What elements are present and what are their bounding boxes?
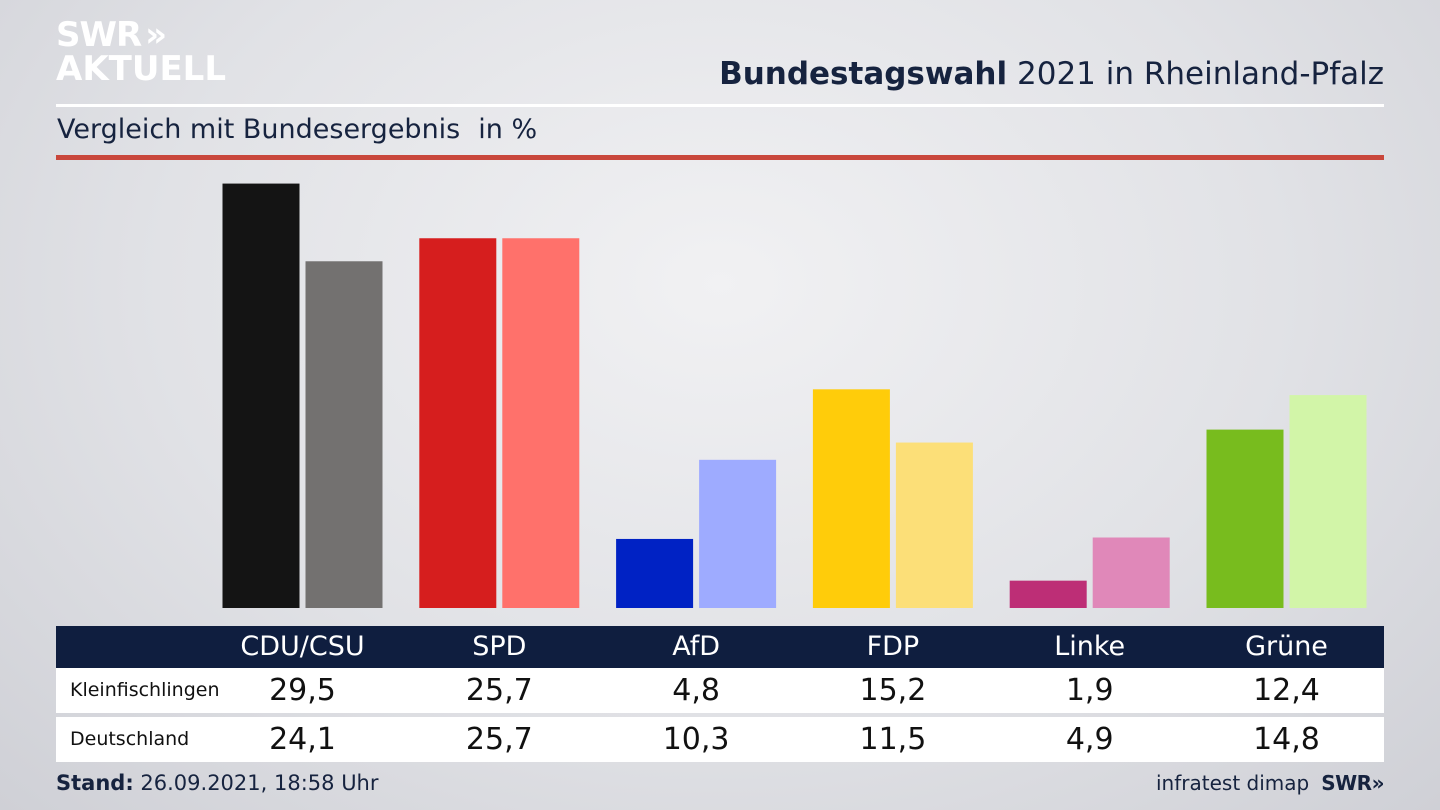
chart-subtitle: Vergleich mit Bundesergebnis in % <box>57 114 537 145</box>
bar-linke-kleinfischlingen <box>1009 580 1087 608</box>
stand-value: 26.09.2021, 18:58 Uhr <box>140 771 379 795</box>
title-bold: Bundestagswahl <box>719 56 1008 92</box>
table-row-kleinfischlingen: Kleinfischlingen 29,5 25,7 4,8 15,2 1,9 12,4 <box>56 668 1384 713</box>
bar-cdu-csu-deutschland <box>305 261 383 608</box>
bar-fdp-kleinfischlingen <box>812 389 890 608</box>
bar-linke-deutschland <box>1092 537 1170 608</box>
party-label: CDU/CSU <box>240 631 365 662</box>
bar-afd-deutschland <box>699 459 777 608</box>
row-label: Kleinfischlingen <box>70 679 220 701</box>
bar-gr-ne-kleinfischlingen <box>1206 429 1284 608</box>
value-cell: 4,8 <box>672 673 720 708</box>
value-cell: 25,7 <box>465 722 533 757</box>
value-cell: 25,7 <box>465 673 533 708</box>
bar-gr-ne-deutschland <box>1289 395 1367 608</box>
logo-swr-text: SWR <box>56 15 142 55</box>
unit-label: in % <box>478 114 538 145</box>
value-cell: 12,4 <box>1253 673 1320 708</box>
swr-aktuell-logo: SWR» AKTUELL <box>56 18 226 86</box>
title-rest: 2021 in Rheinland-Pfalz <box>1017 56 1384 92</box>
table-row-deutschland: Deutschland 24,1 25,7 10,3 11,5 4,9 14,8 <box>56 717 1384 762</box>
row-label: Deutschland <box>70 728 190 750</box>
source-text: infratest dimap <box>1156 771 1310 795</box>
bar-spd-deutschland <box>502 238 580 608</box>
bar-spd-kleinfischlingen <box>419 238 497 608</box>
bar-cdu-csu-kleinfischlingen <box>222 183 300 609</box>
party-label: Linke <box>1054 631 1126 662</box>
swr-small-logo: SWR» <box>1321 771 1384 795</box>
stand-label: Stand: <box>56 771 134 795</box>
table-header-row: CDU/CSU SPD AfD FDP Linke Grüne <box>56 626 1384 668</box>
page-title: Bundestagswahl 2021 in Rheinland-Pfalz <box>719 56 1384 92</box>
party-label: SPD <box>472 631 527 662</box>
value-cell: 10,3 <box>662 722 730 757</box>
bar-chart <box>222 183 1367 609</box>
source-credit: infratest dimap SWR» <box>1156 771 1384 795</box>
logo-aktuell-text: AKTUELL <box>56 49 227 89</box>
value-cell: 11,5 <box>859 722 927 757</box>
accent-divider <box>56 155 1384 160</box>
subtitle-text: Vergleich mit Bundesergebnis <box>57 114 461 145</box>
bar-fdp-deutschland <box>895 442 973 608</box>
value-cell: 1,9 <box>1065 673 1114 708</box>
party-label: AfD <box>672 631 720 662</box>
party-label: Grüne <box>1245 631 1328 662</box>
value-cell: 4,9 <box>1065 722 1114 757</box>
party-label: FDP <box>866 631 920 662</box>
bar-afd-kleinfischlingen <box>616 538 694 608</box>
timestamp: Stand: 26.09.2021, 18:58 Uhr <box>56 771 379 795</box>
value-cell: 29,5 <box>269 673 336 708</box>
value-cell: 15,2 <box>859 673 927 708</box>
value-cell: 24,1 <box>269 722 336 757</box>
value-cell: 14,8 <box>1253 722 1320 757</box>
header-divider <box>56 104 1384 107</box>
results-table: CDU/CSU SPD AfD FDP Linke Grüne Kleinfischlin… <box>56 626 1384 762</box>
